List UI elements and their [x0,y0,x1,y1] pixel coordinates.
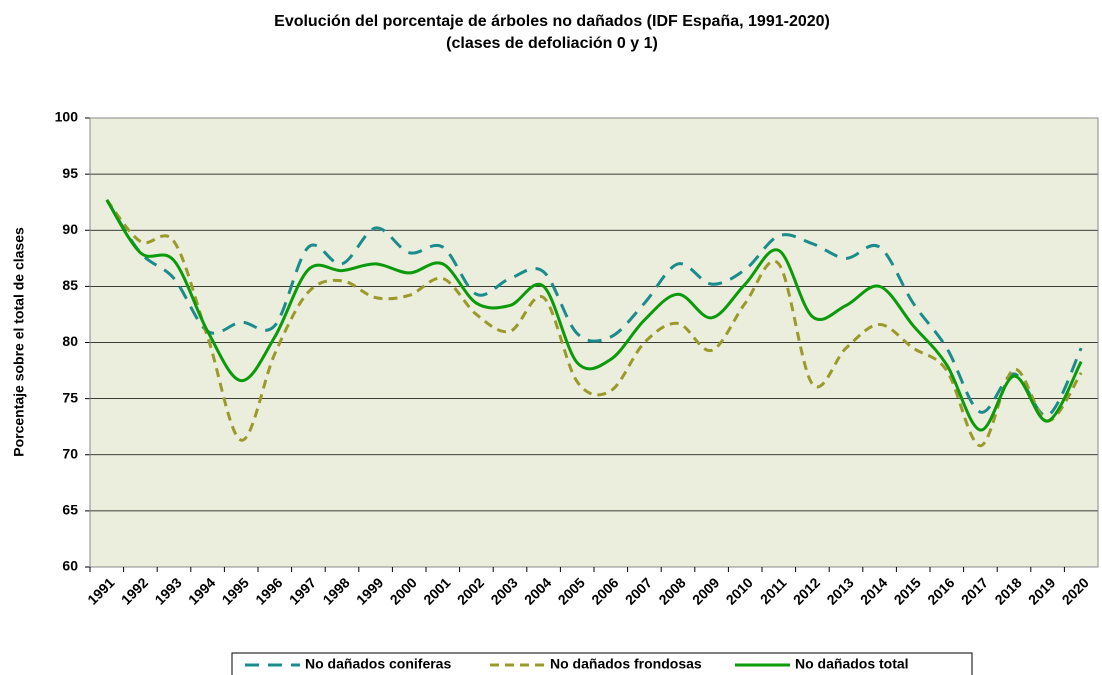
x-tick-label: 2018 [991,574,1024,607]
y-tick-label: 80 [62,333,78,349]
legend-label: No dañados frondosas [550,656,702,672]
x-tick-label: 1997 [286,574,319,607]
chart-title: Evolución del porcentaje de árboles no d… [274,13,830,30]
y-tick-label: 100 [55,109,79,125]
x-tick-label: 2007 [622,574,655,607]
x-tick-label: 2015 [891,574,924,607]
x-tick-label: 2005 [555,574,588,607]
legend-label: No dañados total [795,656,909,672]
y-tick-label: 90 [62,221,78,237]
x-tick-label: 2006 [588,574,621,607]
y-tick-label: 85 [62,277,78,293]
x-tick-label: 1991 [84,574,117,607]
x-tick-label: 2000 [387,574,420,607]
x-tick-label: 2013 [823,574,856,607]
x-tick-label: 2014 [857,574,890,607]
x-tick-label: 2001 [420,574,453,607]
x-tick-label: 1992 [118,574,151,607]
series-line [105,199,1083,432]
x-tick-label: 2010 [723,574,756,607]
x-tick-label: 2003 [487,574,520,607]
x-tick-label: 2009 [689,574,722,607]
x-tick-label: 1996 [252,574,285,607]
chart-subtitle: (clases de defoliación 0 y 1) [446,35,658,52]
x-tick-label: 1995 [219,574,252,607]
series-line [105,199,1083,417]
x-tick-label: 2002 [454,574,487,607]
x-tick-label: 2011 [757,574,790,607]
y-tick-label: 75 [62,389,78,405]
y-tick-label: 70 [62,445,78,461]
x-tick-label: 2008 [655,574,688,607]
y-tick-label: 60 [62,558,78,574]
x-tick-label: 2016 [924,574,957,607]
legend-box [231,652,973,675]
x-tick-label: 2012 [790,574,823,607]
x-tick-label: 1994 [185,574,218,607]
x-tick-label: 1998 [319,574,352,607]
x-tick-label: 2019 [1025,574,1058,607]
x-tick-label: 1993 [151,574,184,607]
y-tick-label: 65 [62,502,78,518]
x-tick-label: 2004 [521,574,554,607]
x-tick-label: 2020 [1059,574,1092,607]
y-axis-label: Porcentaje sobre el total de clases [11,227,27,457]
y-tick-label: 95 [62,165,78,181]
x-tick-label: 2017 [958,574,991,607]
x-tick-label: 1999 [353,574,386,607]
legend-label: No dañados coniferas [305,656,451,672]
